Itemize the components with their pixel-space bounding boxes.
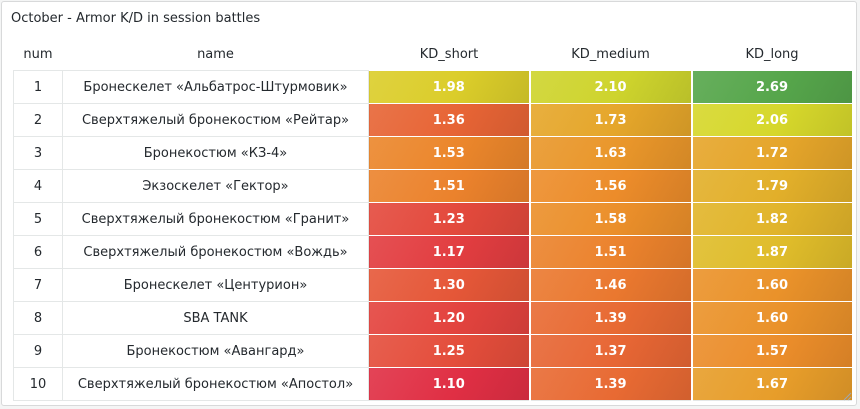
row-num: 9 xyxy=(13,334,63,368)
row-name: Бронескелет «Центурион» xyxy=(62,268,369,302)
kd-short-cell: 1.20 xyxy=(368,301,531,335)
row-name: Экзоскелет «Гектор» xyxy=(62,169,369,203)
table-row: 2 Сверхтяжелый бронекостюм «Рейтар» 1.36 1.… xyxy=(13,103,854,137)
row-name: Сверхтяжелый бронекостюм «Вождь» xyxy=(62,235,369,269)
row-num: 10 xyxy=(13,367,63,401)
row-num: 5 xyxy=(13,202,63,236)
kd-short-cell: 1.53 xyxy=(368,136,531,170)
kd-long-cell: 1.60 xyxy=(691,301,854,335)
kd-medium-cell: 1.46 xyxy=(529,268,693,302)
kd-long-cell: 1.67 xyxy=(691,367,854,401)
table-row: 8 SBA TANK 1.20 1.39 1.60 xyxy=(13,301,854,335)
kd-long-cell: 2.69 xyxy=(691,70,854,104)
table-header-row: num name KD_short KD_medium KD_long xyxy=(14,38,853,71)
kd-medium-cell: 1.39 xyxy=(529,301,693,335)
row-name: Сверхтяжелый бронекостюм «Гранит» xyxy=(62,202,369,236)
kd-medium-cell: 1.63 xyxy=(529,136,693,170)
panel-title[interactable]: October - Armor K/D in session battles xyxy=(11,11,261,26)
row-num: 3 xyxy=(13,136,63,170)
kd-long-cell: 1.72 xyxy=(691,136,854,170)
kd-short-cell: 1.25 xyxy=(368,334,531,368)
row-name: Бронекостюм «Авангард» xyxy=(62,334,369,368)
table-row: 1 Бронескелет «Альбатрос-Штурмовик» 1.98 2.… xyxy=(13,70,854,104)
row-name: Сверхтяжелый бронекостюм «Апостол» xyxy=(62,367,369,401)
column-header-kd-long[interactable]: KD_long xyxy=(745,46,799,62)
row-num: 2 xyxy=(13,103,63,137)
table-row: 5 Сверхтяжелый бронекостюм «Гранит» 1.23 1.… xyxy=(13,202,854,236)
kd-medium-cell: 1.51 xyxy=(529,235,693,269)
kd-long-cell: 1.60 xyxy=(691,268,854,302)
column-header-name[interactable]: name xyxy=(197,46,234,62)
table-row: 3 Бронекостюм «КЗ-4» 1.53 1.63 1.72 xyxy=(13,136,854,170)
kd-medium-cell: 1.37 xyxy=(529,334,693,368)
kd-medium-cell: 1.56 xyxy=(529,169,693,203)
row-name: Бронекостюм «КЗ-4» xyxy=(62,136,369,170)
kd-medium-cell: 1.73 xyxy=(529,103,693,137)
kd-long-cell: 2.06 xyxy=(691,103,854,137)
kd-long-cell: 1.79 xyxy=(691,169,854,203)
table-row: 9 Бронекостюм «Авангард» 1.25 1.37 1.57 xyxy=(13,334,854,368)
table-row: 6 Сверхтяжелый бронекостюм «Вождь» 1.17 1.5… xyxy=(13,235,854,269)
kd-medium-cell: 2.10 xyxy=(529,70,693,104)
table-body: 1 Бронескелет «Альбатрос-Штурмовик» 1.98 2.… xyxy=(13,70,854,401)
column-header-kd-medium[interactable]: KD_medium xyxy=(571,46,650,62)
kd-short-cell: 1.23 xyxy=(368,202,531,236)
kd-short-cell: 1.17 xyxy=(368,235,531,269)
kd-short-cell: 1.36 xyxy=(368,103,531,137)
row-num: 8 xyxy=(13,301,63,335)
table-row: 10 Сверхтяжелый бронекостюм «Апостол» 1.10… xyxy=(13,367,854,401)
resize-handle-icon[interactable] xyxy=(843,392,852,401)
kd-short-cell: 1.98 xyxy=(368,70,531,104)
kd-medium-cell: 1.58 xyxy=(529,202,693,236)
row-name: SBA TANK xyxy=(62,301,369,335)
row-name: Бронескелет «Альбатрос-Штурмовик» xyxy=(62,70,369,104)
row-num: 4 xyxy=(13,169,63,203)
row-num: 1 xyxy=(13,70,63,104)
column-header-kd-short[interactable]: KD_short xyxy=(419,46,479,62)
kd-short-cell: 1.10 xyxy=(368,367,531,401)
kd-long-cell: 1.87 xyxy=(691,235,854,269)
table-row: 7 Бронескелет «Центурион» 1.30 1.46 1.60 xyxy=(13,268,854,302)
row-num: 7 xyxy=(13,268,63,302)
kd-short-cell: 1.51 xyxy=(368,169,531,203)
row-num: 6 xyxy=(13,235,63,269)
table-row: 4 Экзоскелет «Гектор» 1.51 1.56 1.79 xyxy=(13,169,854,203)
kd-long-cell: 1.82 xyxy=(691,202,854,236)
kd-medium-cell: 1.39 xyxy=(529,367,693,401)
kd-table: num name KD_short KD_medium KD_long 1 Бро… xyxy=(13,38,854,401)
row-name: Сверхтяжелый бронекостюм «Рейтар» xyxy=(62,103,369,137)
column-header-num[interactable]: num xyxy=(23,46,53,62)
kd-long-cell: 1.57 xyxy=(691,334,854,368)
kd-short-cell: 1.30 xyxy=(368,268,531,302)
